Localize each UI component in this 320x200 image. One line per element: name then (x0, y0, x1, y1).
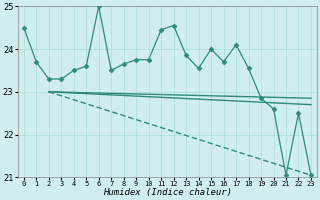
X-axis label: Humidex (Indice chaleur): Humidex (Indice chaleur) (103, 188, 232, 197)
